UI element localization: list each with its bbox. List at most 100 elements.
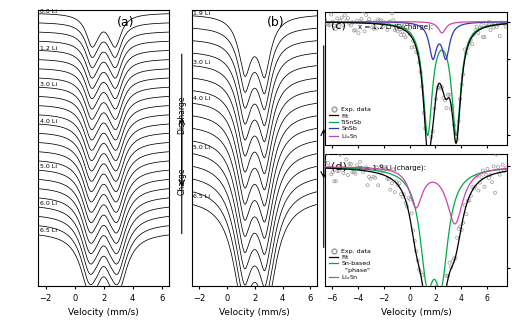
Point bbox=[326, 164, 334, 170]
Point bbox=[323, 151, 331, 156]
Text: Charge: Charge bbox=[177, 167, 186, 195]
Text: 5.0 Li: 5.0 Li bbox=[40, 164, 57, 169]
Legend: Exp. data, Fit, Sn-based,   "phase", Li$_x$Sn: Exp. data, Fit, Sn-based, "phase", Li$_x… bbox=[328, 248, 372, 283]
Text: 4.0 Li: 4.0 Li bbox=[40, 119, 57, 124]
Point bbox=[411, 44, 419, 49]
Point bbox=[344, 172, 352, 178]
Text: 6.5 Li: 6.5 Li bbox=[40, 228, 57, 233]
Point bbox=[441, 98, 449, 103]
Point bbox=[432, 97, 440, 102]
Point bbox=[408, 45, 416, 50]
Point bbox=[493, 24, 501, 30]
Point bbox=[474, 188, 482, 193]
Point bbox=[470, 32, 478, 37]
Point bbox=[458, 227, 466, 233]
Point bbox=[471, 184, 479, 189]
Text: 5.0 Li: 5.0 Li bbox=[194, 145, 210, 150]
Point bbox=[374, 17, 382, 22]
Point bbox=[377, 163, 386, 168]
Point bbox=[494, 22, 502, 27]
Point bbox=[429, 129, 437, 134]
Point bbox=[482, 21, 490, 26]
Point bbox=[462, 51, 471, 56]
Point bbox=[456, 224, 464, 229]
Point bbox=[338, 166, 346, 171]
Point bbox=[339, 22, 348, 28]
Point bbox=[429, 285, 437, 290]
Point bbox=[364, 19, 372, 25]
Point bbox=[438, 85, 446, 90]
Point bbox=[458, 82, 466, 87]
Point bbox=[353, 163, 361, 168]
Point bbox=[336, 18, 345, 23]
Point bbox=[376, 170, 384, 175]
Point bbox=[368, 25, 376, 30]
Point bbox=[380, 20, 389, 25]
Point bbox=[357, 16, 366, 21]
Point bbox=[433, 85, 441, 90]
Text: (d): (d) bbox=[331, 162, 347, 171]
Point bbox=[479, 34, 487, 39]
Point bbox=[485, 19, 493, 24]
Point bbox=[464, 45, 472, 51]
Point bbox=[351, 171, 359, 176]
Point bbox=[342, 18, 350, 23]
Point bbox=[360, 29, 369, 34]
Point bbox=[483, 24, 492, 29]
Point bbox=[496, 34, 504, 39]
Point bbox=[341, 165, 349, 171]
Point bbox=[433, 299, 441, 304]
Point bbox=[430, 106, 438, 111]
Point bbox=[389, 17, 397, 23]
Point bbox=[499, 20, 507, 25]
Point bbox=[338, 15, 346, 20]
Point bbox=[415, 60, 423, 65]
Point bbox=[339, 171, 348, 176]
Point bbox=[436, 86, 444, 91]
Point bbox=[417, 69, 425, 75]
Point bbox=[499, 162, 507, 167]
Point bbox=[344, 15, 352, 21]
Point bbox=[345, 21, 353, 26]
Point bbox=[442, 273, 451, 278]
Point bbox=[444, 273, 452, 278]
Point bbox=[502, 165, 510, 171]
Point bbox=[367, 19, 375, 25]
Text: 1.9 Li: 1.9 Li bbox=[194, 11, 210, 16]
Point bbox=[424, 156, 433, 162]
Point bbox=[395, 181, 403, 186]
Point bbox=[445, 92, 454, 97]
Point bbox=[388, 181, 396, 186]
Point bbox=[489, 164, 498, 169]
Point bbox=[333, 168, 342, 174]
Point bbox=[386, 19, 394, 24]
Point bbox=[386, 187, 394, 192]
Point bbox=[470, 186, 478, 191]
Point bbox=[465, 198, 474, 203]
Point bbox=[398, 29, 407, 34]
Point bbox=[441, 295, 449, 300]
Point bbox=[420, 110, 428, 115]
Point bbox=[389, 167, 397, 172]
Point bbox=[483, 166, 492, 172]
Text: (a): (a) bbox=[117, 16, 134, 30]
Point bbox=[447, 106, 455, 111]
Text: 6.5 Li: 6.5 Li bbox=[194, 194, 210, 199]
Point bbox=[379, 169, 387, 174]
Point bbox=[350, 28, 358, 33]
Legend: Exp. data, Fit, TiSnSb, SnSb, Li$_x$Sn: Exp. data, Fit, TiSnSb, SnSb, Li$_x$Sn bbox=[328, 106, 372, 142]
Point bbox=[401, 35, 410, 40]
Point bbox=[459, 72, 467, 77]
Point bbox=[477, 22, 485, 27]
Point bbox=[415, 267, 423, 272]
Point bbox=[462, 212, 471, 217]
Point bbox=[391, 28, 399, 33]
Point bbox=[421, 126, 430, 131]
Point bbox=[461, 47, 469, 52]
Point bbox=[330, 23, 338, 28]
Point bbox=[476, 25, 484, 31]
Point bbox=[450, 122, 458, 128]
Point bbox=[371, 175, 379, 181]
Point bbox=[412, 49, 420, 55]
Point bbox=[373, 26, 381, 31]
